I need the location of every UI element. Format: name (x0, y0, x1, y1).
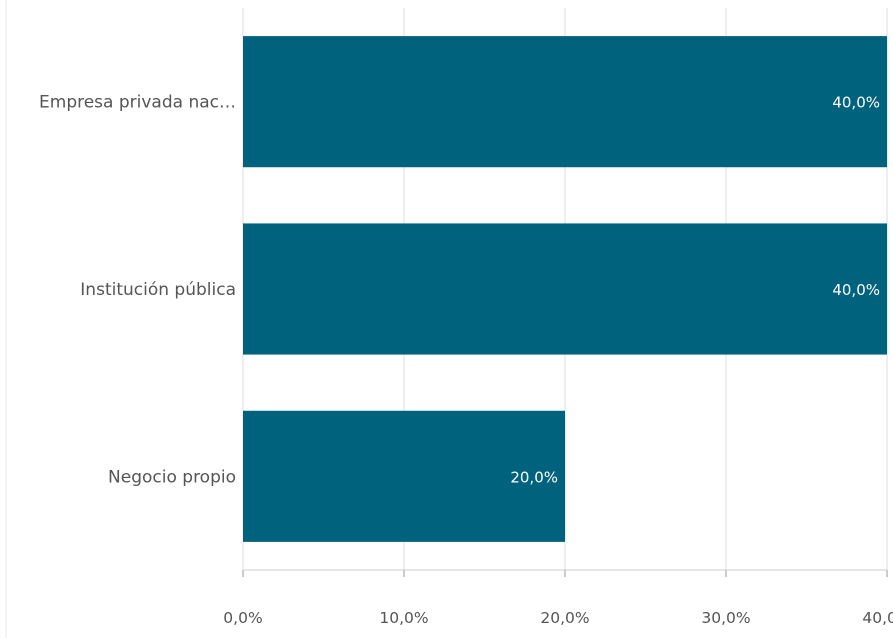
x-tick-label: 30,0% (701, 609, 750, 627)
x-tick-label: 20,0% (540, 609, 589, 627)
category-labels: Empresa privada nac… Institución pública N… (39, 93, 236, 488)
value-labels: 40,0% 40,0% 20,0% (510, 94, 880, 487)
x-tick-label: 10,0% (379, 609, 428, 627)
value-label: 40,0% (832, 281, 880, 299)
value-label: 20,0% (510, 468, 558, 486)
category-label: Institución pública (80, 280, 236, 300)
bars (243, 36, 887, 542)
value-label: 40,0% (832, 94, 880, 112)
category-label: Negocio propio (108, 467, 236, 487)
x-tick-label: 40,0% (862, 609, 893, 627)
x-axis: 0,0% 10,0% 20,0% 30,0% 40,0% (223, 569, 893, 627)
bar (243, 223, 887, 355)
x-tick-label: 0,0% (223, 609, 262, 627)
category-label: Empresa privada nac… (39, 93, 236, 113)
bar (243, 410, 565, 542)
bar (243, 36, 887, 168)
